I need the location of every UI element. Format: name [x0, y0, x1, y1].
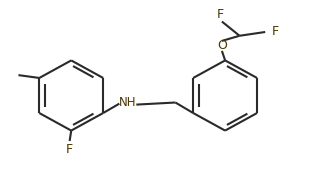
Text: O: O: [217, 39, 227, 52]
Text: F: F: [66, 143, 73, 156]
Text: NH: NH: [118, 96, 136, 109]
Text: F: F: [272, 25, 279, 38]
Text: F: F: [217, 8, 224, 21]
